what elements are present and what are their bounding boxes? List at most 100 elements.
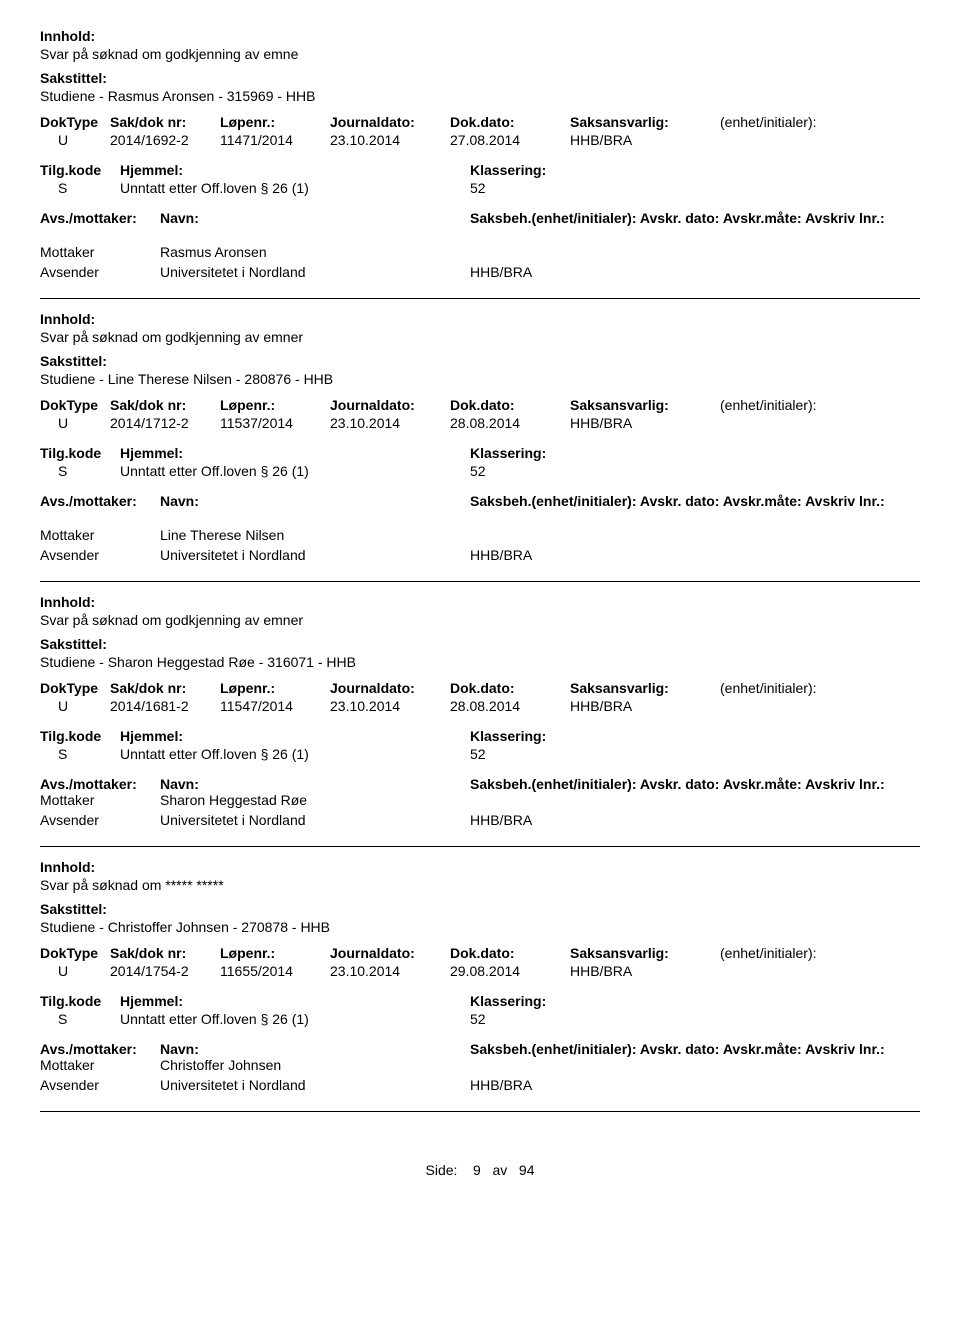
avsender-label: Avsender <box>40 812 160 828</box>
avsender-enhet: HHB/BRA <box>470 1077 920 1093</box>
hjemmel-value: Unntatt etter Off.loven § 26 (1) <box>120 746 470 762</box>
mottaker-navn: Sharon Heggestad Røe <box>160 792 470 808</box>
hjemmel-header: Hjemmel: <box>120 162 470 178</box>
avsender-row: Avsender Universitetet i Nordland HHB/BR… <box>40 264 920 280</box>
doktype-header: DokType <box>40 114 110 130</box>
mottaker-navn: Rasmus Aronsen <box>160 244 470 260</box>
saksbeh-header: Saksbeh.(enhet/initialer): Avskr. dato: … <box>470 1041 920 1057</box>
journaldato-header: Journaldato: <box>330 114 450 130</box>
sakstittel-value: Studiene - Sharon Heggestad Røe - 316071… <box>40 654 920 670</box>
journaldato-value: 23.10.2014 <box>330 698 450 714</box>
saksansvarlig-value: HHB/BRA <box>570 698 720 714</box>
mottaker-navn: Christoffer Johnsen <box>160 1057 470 1073</box>
sakdoknr-header: Sak/dok nr: <box>110 397 220 413</box>
avsender-label: Avsender <box>40 264 160 280</box>
dokdato-header: Dok.dato: <box>450 397 570 413</box>
doktype-header: DokType <box>40 397 110 413</box>
journaldato-value: 23.10.2014 <box>330 963 450 979</box>
hjemmel-value: Unntatt etter Off.loven § 26 (1) <box>120 1011 470 1027</box>
saksbeh-header-row: Avs./mottaker: Navn: Saksbeh.(enhet/init… <box>40 493 920 509</box>
lopenr-value: 11537/2014 <box>220 415 330 431</box>
avsender-enhet: HHB/BRA <box>470 547 920 563</box>
kode-value-row: S Unntatt etter Off.loven § 26 (1) 52 <box>40 746 920 762</box>
saksansvarlig-header: Saksansvarlig: <box>570 945 720 961</box>
avs-mottaker-header: Avs./mottaker: <box>40 493 160 509</box>
lopenr-value: 11655/2014 <box>220 963 330 979</box>
enhet-initialer-header: (enhet/initialer): <box>720 680 840 696</box>
navn-header: Navn: <box>160 210 470 226</box>
record-value-row: U 2014/1681-2 11547/2014 23.10.2014 28.0… <box>40 698 920 714</box>
saksansvarlig-value: HHB/BRA <box>570 132 720 148</box>
klassering-value: 52 <box>470 463 670 479</box>
navn-header: Navn: <box>160 1041 470 1057</box>
record-value-row: U 2014/1712-2 11537/2014 23.10.2014 28.0… <box>40 415 920 431</box>
tilgkode-value: S <box>40 1011 120 1027</box>
doktype-header: DokType <box>40 945 110 961</box>
lopenr-value: 11547/2014 <box>220 698 330 714</box>
klassering-value: 52 <box>470 746 670 762</box>
doktype-value: U <box>40 415 110 431</box>
journal-record: Innhold: Svar på søknad om godkjenning a… <box>40 594 920 847</box>
avsender-label: Avsender <box>40 1077 160 1093</box>
avsender-enhet: HHB/BRA <box>470 812 920 828</box>
footer-side-label: Side: <box>426 1162 458 1178</box>
record-value-row: U 2014/1692-2 11471/2014 23.10.2014 27.0… <box>40 132 920 148</box>
doktype-value: U <box>40 132 110 148</box>
record-header-row: DokType Sak/dok nr: Løpenr.: Journaldato… <box>40 397 920 413</box>
journaldato-header: Journaldato: <box>330 397 450 413</box>
navn-header: Navn: <box>160 776 470 792</box>
sakstittel-value: Studiene - Christoffer Johnsen - 270878 … <box>40 919 920 935</box>
tilgkode-header: Tilg.kode <box>40 993 120 1009</box>
sakdoknr-value: 2014/1692-2 <box>110 132 220 148</box>
kode-value-row: S Unntatt etter Off.loven § 26 (1) 52 <box>40 1011 920 1027</box>
dokdato-value: 28.08.2014 <box>450 415 570 431</box>
dokdato-header: Dok.dato: <box>450 680 570 696</box>
hjemmel-header: Hjemmel: <box>120 728 470 744</box>
saksbeh-header: Saksbeh.(enhet/initialer): Avskr. dato: … <box>470 210 920 226</box>
journaldato-header: Journaldato: <box>330 945 450 961</box>
sakdoknr-value: 2014/1754-2 <box>110 963 220 979</box>
tilgkode-value: S <box>40 746 120 762</box>
saksansvarlig-header: Saksansvarlig: <box>570 397 720 413</box>
avs-mottaker-header: Avs./mottaker: <box>40 210 160 226</box>
lopenr-header: Løpenr.: <box>220 114 330 130</box>
journal-record: Innhold: Svar på søknad om ***** ***** S… <box>40 859 920 1112</box>
mottaker-navn: Line Therese Nilsen <box>160 527 470 543</box>
saksbeh-header-row: Avs./mottaker: Navn: Saksbeh.(enhet/init… <box>40 210 920 226</box>
saksbeh-header-row: Avs./mottaker: Navn: Saksbeh.(enhet/init… <box>40 776 920 792</box>
mottaker-label: Mottaker <box>40 244 160 260</box>
hjemmel-value: Unntatt etter Off.loven § 26 (1) <box>120 180 470 196</box>
sakstittel-label: Sakstittel: <box>40 70 920 86</box>
footer-total-pages: 94 <box>519 1162 535 1178</box>
avsender-navn: Universitetet i Nordland <box>160 1077 470 1093</box>
sakdoknr-value: 2014/1681-2 <box>110 698 220 714</box>
tilgkode-value: S <box>40 180 120 196</box>
record-header-row: DokType Sak/dok nr: Løpenr.: Journaldato… <box>40 114 920 130</box>
mottaker-label: Mottaker <box>40 792 160 808</box>
innhold-label: Innhold: <box>40 28 920 44</box>
journal-record: Innhold: Svar på søknad om godkjenning a… <box>40 311 920 582</box>
tilgkode-header: Tilg.kode <box>40 162 120 178</box>
saksansvarlig-value: HHB/BRA <box>570 963 720 979</box>
mottaker-row: Mottaker Christoffer Johnsen <box>40 1057 920 1073</box>
saksansvarlig-header: Saksansvarlig: <box>570 114 720 130</box>
klassering-header: Klassering: <box>470 445 670 461</box>
footer-av-label: av <box>492 1162 507 1178</box>
klassering-header: Klassering: <box>470 728 670 744</box>
saksbeh-header: Saksbeh.(enhet/initialer): Avskr. dato: … <box>470 776 920 792</box>
avsender-row: Avsender Universitetet i Nordland HHB/BR… <box>40 547 920 563</box>
mottaker-row: Mottaker Line Therese Nilsen <box>40 527 920 543</box>
doktype-value: U <box>40 698 110 714</box>
dokdato-header: Dok.dato: <box>450 114 570 130</box>
avsender-row: Avsender Universitetet i Nordland HHB/BR… <box>40 812 920 828</box>
sakdoknr-value: 2014/1712-2 <box>110 415 220 431</box>
saksansvarlig-header: Saksansvarlig: <box>570 680 720 696</box>
kode-value-row: S Unntatt etter Off.loven § 26 (1) 52 <box>40 463 920 479</box>
avs-mottaker-header: Avs./mottaker: <box>40 776 160 792</box>
lopenr-value: 11471/2014 <box>220 132 330 148</box>
journaldato-value: 23.10.2014 <box>330 415 450 431</box>
avs-mottaker-header: Avs./mottaker: <box>40 1041 160 1057</box>
innhold-value: Svar på søknad om godkjenning av emner <box>40 612 920 628</box>
kode-header-row: Tilg.kode Hjemmel: Klassering: <box>40 728 920 744</box>
record-value-row: U 2014/1754-2 11655/2014 23.10.2014 29.0… <box>40 963 920 979</box>
